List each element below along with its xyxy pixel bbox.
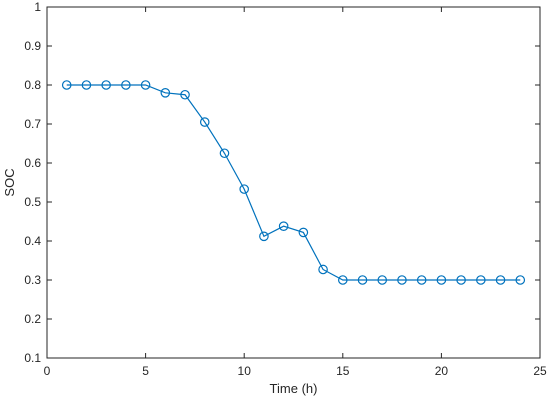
axis-tick-labels: 0 5 10 15 20 25 0.1 0.2 0.3 0.4 0.5 0.6 0.7 0.8 0.9 1 (24, 0, 547, 378)
x-tick-label: 20 (435, 364, 449, 378)
data-point-marker (81, 80, 92, 90)
data-point-marker (456, 275, 466, 285)
y-tick-label: 0.9 (24, 39, 41, 53)
x-tick-label: 15 (336, 364, 350, 378)
data-point-marker (476, 275, 486, 285)
y-tick-label: 1 (34, 0, 41, 14)
plot-area-frame (46, 6, 541, 359)
data-point-marker (298, 227, 309, 238)
x-tick-label: 5 (142, 364, 149, 378)
y-tick-label: 0.6 (24, 156, 41, 170)
data-point-marker (357, 275, 368, 285)
data-point-marker (278, 221, 289, 231)
y-tick-label: 0.3 (24, 273, 41, 287)
data-point-marker (121, 80, 131, 90)
data-point-marker (239, 184, 249, 194)
series-markers (61, 80, 526, 285)
x-tick-label: 10 (238, 364, 252, 378)
data-point-marker (140, 80, 151, 90)
x-tick-label: 0 (44, 364, 51, 378)
data-point-marker (377, 275, 388, 285)
data-point-marker (199, 117, 210, 127)
y-tick-label: 0.7 (24, 117, 41, 131)
series-line (66, 84, 521, 281)
x-axis-label: Time (h) (270, 381, 318, 396)
data-point-marker (318, 264, 328, 275)
data-point-marker (337, 275, 348, 285)
axis-ticks (46, 6, 541, 359)
y-tick-label: 0.2 (24, 312, 41, 326)
y-tick-label: 0.8 (24, 78, 41, 92)
data-point-marker (397, 275, 407, 285)
y-tick-label: 0.4 (24, 234, 41, 248)
data-point-marker (180, 89, 190, 100)
data-point-marker (416, 275, 427, 285)
data-point-marker (160, 88, 171, 98)
data-point-marker (61, 80, 72, 90)
data-point-marker (495, 275, 506, 285)
data-point-marker (515, 275, 526, 285)
data-point-marker (219, 148, 230, 159)
y-axis-label: SOC (2, 168, 17, 196)
x-tick-label: 25 (533, 364, 547, 378)
data-point-marker (259, 231, 269, 242)
data-point-marker (436, 275, 447, 285)
y-tick-label: 0.1 (24, 351, 41, 365)
data-point-marker (101, 80, 111, 90)
y-tick-label: 0.5 (24, 195, 41, 209)
